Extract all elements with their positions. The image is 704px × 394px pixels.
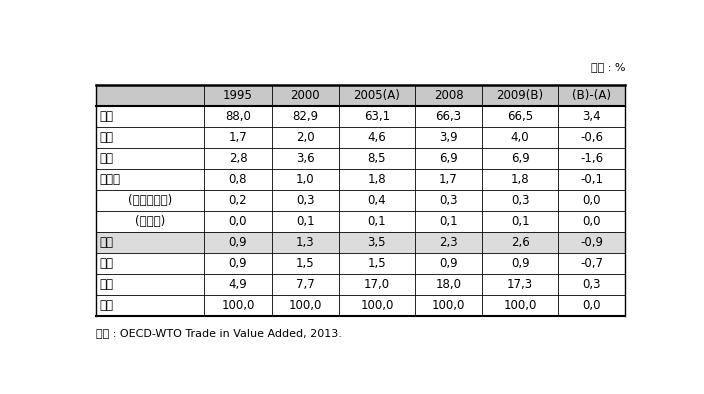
Text: 0,3: 0,3 (296, 194, 315, 207)
Text: -0,9: -0,9 (580, 236, 603, 249)
Text: 7,7: 7,7 (296, 278, 315, 291)
Bar (96, 127, 625, 148)
Bar (96, 232, 625, 253)
Bar (96, 169, 625, 190)
Text: 0,9: 0,9 (229, 236, 247, 249)
Text: 6,9: 6,9 (511, 152, 529, 165)
Bar (96, 295, 625, 316)
Text: (인도네시아): (인도네시아) (128, 194, 172, 207)
Text: 1,0: 1,0 (296, 173, 315, 186)
Text: 미국: 미국 (99, 131, 113, 144)
Text: 66,5: 66,5 (507, 110, 533, 123)
Text: 2000: 2000 (291, 89, 320, 102)
Text: 2009(B): 2009(B) (496, 89, 543, 102)
Bar (96, 106, 625, 127)
Text: 18,0: 18,0 (436, 278, 462, 291)
Text: 17,0: 17,0 (364, 278, 390, 291)
Text: 0,1: 0,1 (511, 215, 529, 228)
Text: 2008: 2008 (434, 89, 463, 102)
Text: 1,8: 1,8 (367, 173, 386, 186)
Text: 0,2: 0,2 (229, 194, 247, 207)
Text: 0,8: 0,8 (229, 173, 247, 186)
Text: 4,0: 4,0 (511, 131, 529, 144)
Text: 중국: 중국 (99, 110, 113, 123)
Text: 3,9: 3,9 (439, 131, 458, 144)
Text: 2005(A): 2005(A) (353, 89, 401, 102)
Text: 3,6: 3,6 (296, 152, 315, 165)
Text: 82,9: 82,9 (292, 110, 318, 123)
Text: 1,5: 1,5 (367, 257, 386, 270)
Bar (96, 211, 625, 232)
Text: 0,3: 0,3 (582, 278, 601, 291)
Text: 100,0: 100,0 (360, 299, 394, 312)
Text: 0,1: 0,1 (367, 215, 386, 228)
Text: 6,9: 6,9 (439, 152, 458, 165)
Text: 대만: 대만 (99, 257, 113, 270)
Text: 0,0: 0,0 (582, 215, 601, 228)
Text: 1,8: 1,8 (511, 173, 529, 186)
Text: 한국: 한국 (99, 236, 113, 249)
Bar (96, 253, 625, 274)
Text: 1,5: 1,5 (296, 257, 315, 270)
Text: 0,9: 0,9 (511, 257, 529, 270)
Text: 단위 : %: 단위 : % (591, 61, 625, 72)
Text: 8,5: 8,5 (367, 152, 386, 165)
Text: 0,1: 0,1 (296, 215, 315, 228)
Text: 일본: 일본 (99, 152, 113, 165)
Text: (B)-(A): (B)-(A) (572, 89, 611, 102)
Text: 4,6: 4,6 (367, 131, 386, 144)
Text: -1,6: -1,6 (580, 152, 603, 165)
Bar (96, 190, 625, 211)
Text: 2,0: 2,0 (296, 131, 315, 144)
Text: 기타: 기타 (99, 278, 113, 291)
Text: 2,3: 2,3 (439, 236, 458, 249)
Bar (96, 85, 625, 106)
Text: 0,9: 0,9 (439, 257, 458, 270)
Text: 66,3: 66,3 (436, 110, 462, 123)
Text: 0,3: 0,3 (439, 194, 458, 207)
Text: 88,0: 88,0 (225, 110, 251, 123)
Text: 0,4: 0,4 (367, 194, 386, 207)
Text: 100,0: 100,0 (221, 299, 255, 312)
Text: 100,0: 100,0 (503, 299, 537, 312)
Text: 3,4: 3,4 (582, 110, 601, 123)
Text: 합계: 합계 (99, 299, 113, 312)
Text: 1,3: 1,3 (296, 236, 315, 249)
Text: 자료 : OECD-WTO Trade in Value Added, 2013.: 자료 : OECD-WTO Trade in Value Added, 2013… (96, 328, 342, 338)
Text: 3,5: 3,5 (367, 236, 386, 249)
Text: 0,1: 0,1 (439, 215, 458, 228)
Bar (96, 148, 625, 169)
Text: -0,1: -0,1 (580, 173, 603, 186)
Text: (베트남): (베트남) (135, 215, 165, 228)
Text: 1,7: 1,7 (229, 131, 247, 144)
Text: 0,0: 0,0 (582, 194, 601, 207)
Text: 0,9: 0,9 (229, 257, 247, 270)
Bar (96, 274, 625, 295)
Text: -0,7: -0,7 (580, 257, 603, 270)
Text: 4,9: 4,9 (229, 278, 247, 291)
Text: 100,0: 100,0 (432, 299, 465, 312)
Text: 1,7: 1,7 (439, 173, 458, 186)
Text: 63,1: 63,1 (364, 110, 390, 123)
Text: 0,0: 0,0 (582, 299, 601, 312)
Text: 100,0: 100,0 (289, 299, 322, 312)
Text: 2,6: 2,6 (511, 236, 529, 249)
Text: 1995: 1995 (223, 89, 253, 102)
Text: -0,6: -0,6 (580, 131, 603, 144)
Text: 0,0: 0,0 (229, 215, 247, 228)
Text: 0,3: 0,3 (511, 194, 529, 207)
Text: 아세안: 아세안 (99, 173, 120, 186)
Text: 17,3: 17,3 (507, 278, 533, 291)
Text: 2,8: 2,8 (229, 152, 247, 165)
